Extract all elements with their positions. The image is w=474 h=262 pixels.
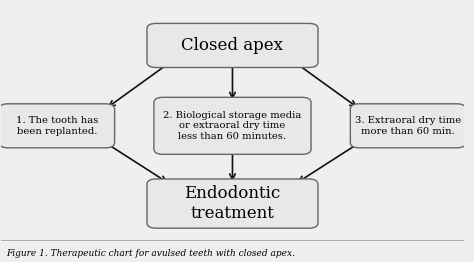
- Text: 1. The tooth has
been replanted.: 1. The tooth has been replanted.: [16, 116, 98, 135]
- Text: Endodontic
treatment: Endodontic treatment: [184, 185, 281, 222]
- Text: Closed apex: Closed apex: [182, 37, 283, 54]
- Text: 3. Extraoral dry time
more than 60 min.: 3. Extraoral dry time more than 60 min.: [355, 116, 461, 135]
- FancyBboxPatch shape: [154, 97, 311, 154]
- FancyBboxPatch shape: [0, 104, 115, 148]
- Text: Figure 1. Therapeutic chart for avulsed teeth with closed apex.: Figure 1. Therapeutic chart for avulsed …: [6, 249, 295, 258]
- Text: 2. Biological storage media
or extraoral dry time
less than 60 minutes.: 2. Biological storage media or extraoral…: [163, 111, 301, 141]
- FancyBboxPatch shape: [147, 179, 318, 228]
- FancyBboxPatch shape: [147, 23, 318, 68]
- FancyBboxPatch shape: [350, 104, 466, 148]
